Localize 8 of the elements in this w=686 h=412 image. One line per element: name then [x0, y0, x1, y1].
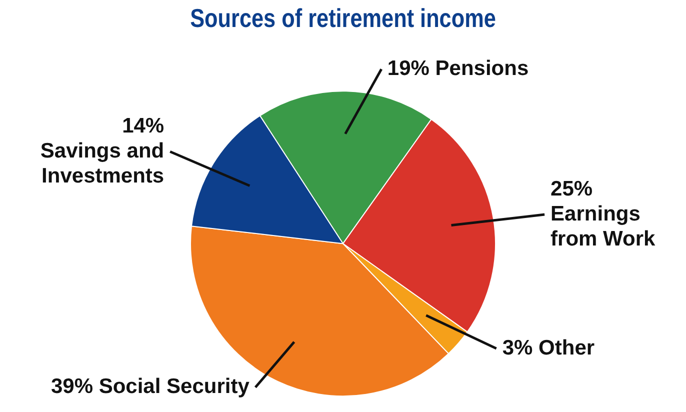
chart-title: Sources of retirement income — [190, 4, 496, 34]
slice-label: Earnings from Work — [550, 202, 656, 250]
data-label: 14% — [122, 114, 164, 138]
slice-label: 3% Other — [502, 336, 595, 360]
data-label: 25% — [550, 177, 593, 200]
slice-label: Savings and Investments — [40, 139, 164, 188]
slice-label: 39% Social Security — [50, 375, 250, 398]
slice-label: 19% Pensions — [387, 56, 529, 80]
